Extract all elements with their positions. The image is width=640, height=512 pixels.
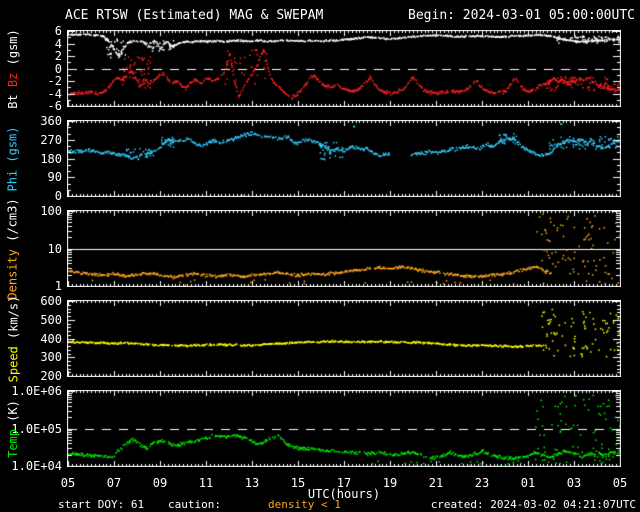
axis-label-part: (km/s)	[6, 295, 20, 339]
phi-panel-plot	[67, 120, 621, 197]
temp-y-tick-label: 1.0E+05	[11, 421, 62, 436]
x-tick-label: 23	[474, 476, 490, 490]
temp-panel-plot	[67, 390, 621, 467]
axis-label-part: (gsm)	[6, 28, 20, 73]
temp-y-tick-label: 1.0E+06	[11, 384, 62, 398]
phi-axis-label: Phi (gsm)	[0, 120, 26, 197]
begin-timestamp: Begin: 2024-03-01 05:00:00UTC	[408, 8, 635, 23]
x-tick-label: 09	[152, 476, 168, 490]
axis-label-part: Phi (gsm)	[6, 125, 20, 192]
x-axis-title: UTC(hours)	[307, 487, 381, 501]
mag-y-tick-label: -6	[47, 99, 62, 113]
plot-title: ACE RTSW (Estimated) MAG & SWEPAM	[65, 8, 324, 23]
temp-y-tick-label: 1.0E+04	[11, 459, 62, 473]
axis-label-part: Bz	[6, 72, 20, 87]
phi-y-tick-label: 270	[40, 132, 62, 147]
axis-label-part: (/cm3)	[6, 197, 20, 242]
mag-panel-plot	[67, 30, 621, 107]
mag-y-tick-label: -2	[47, 74, 62, 88]
density-axis-label: Density (/cm3)	[0, 198, 26, 299]
phi-y-tick-label: 360	[40, 114, 62, 128]
mag-y-tick-label: 6	[54, 24, 62, 38]
axis-label-part: (K)	[6, 399, 20, 422]
speed-y-tick-label: 400	[40, 331, 62, 346]
axis-label-part: Temp	[6, 421, 20, 458]
density-y-tick-label: 1	[54, 279, 62, 293]
axis-label-part: Density	[6, 241, 20, 300]
x-tick-label: 05	[612, 476, 628, 490]
x-tick-label: 05	[60, 476, 76, 490]
speed-axis-label: Speed (km/s)	[0, 295, 26, 382]
speed-y-tick-label: 200	[40, 369, 62, 383]
footer-caution-value: density < 1	[268, 498, 341, 511]
mag-axis-label: Bt Bz (gsm)	[0, 28, 26, 109]
mag-y-tick-label: 0	[54, 61, 62, 76]
x-tick-label: 07	[106, 476, 122, 490]
x-tick-label: 19	[382, 476, 398, 490]
x-tick-label: 01	[520, 476, 536, 490]
x-tick-label: 13	[244, 476, 260, 490]
speed-y-tick-label: 300	[40, 350, 62, 365]
phi-y-tick-label: 0	[54, 189, 62, 203]
density-y-tick-label: 10	[47, 241, 62, 256]
x-tick-label: 21	[428, 476, 444, 490]
x-tick-label: 15	[290, 476, 306, 490]
axis-label-part: Bt	[6, 86, 20, 109]
mag-y-tick-label: 4	[54, 36, 62, 51]
density-y-tick-label: 100	[40, 204, 62, 218]
phi-y-tick-label: 90	[47, 170, 62, 185]
footer-start-doy: start DOY: 61	[58, 498, 145, 511]
mag-y-tick-label: 2	[54, 49, 62, 63]
x-tick-label: 17	[336, 476, 352, 490]
temp-axis-label: Temp (K)	[0, 390, 26, 467]
mag-y-tick-label: -4	[47, 86, 62, 101]
footer-created-timestamp: created: 2024-03-02 04:21:07UTC	[430, 498, 636, 511]
x-tick-label: 11	[198, 476, 214, 490]
x-tick-label: 03	[566, 476, 582, 490]
axis-label-part: Speed	[6, 338, 20, 382]
speed-y-tick-label: 600	[40, 294, 62, 308]
speed-panel-plot	[67, 300, 621, 377]
speed-y-tick-label: 500	[40, 312, 62, 327]
density-panel-plot	[67, 210, 621, 287]
footer-caution-label: caution:	[168, 498, 221, 511]
phi-y-tick-label: 180	[40, 151, 62, 166]
